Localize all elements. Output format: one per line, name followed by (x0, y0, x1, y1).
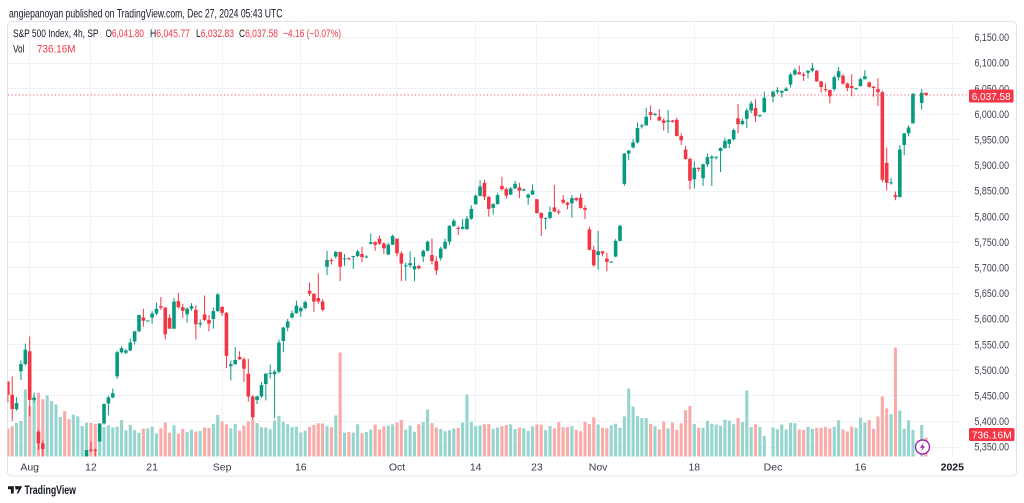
svg-text:5,600.00: 5,600.00 (975, 314, 1010, 326)
svg-text:5,500.00: 5,500.00 (975, 365, 1010, 377)
svg-text:21: 21 (146, 462, 158, 474)
svg-text:5,750.00: 5,750.00 (975, 237, 1010, 249)
svg-text:16: 16 (295, 462, 307, 474)
svg-text:2025: 2025 (941, 462, 965, 474)
svg-text:Dec: Dec (764, 462, 783, 474)
svg-text:736.16M: 736.16M (972, 429, 1012, 441)
svg-text:5,350.00: 5,350.00 (975, 442, 1010, 454)
svg-text:6,150.00: 6,150.00 (975, 32, 1010, 44)
svg-text:6,000.00: 6,000.00 (975, 109, 1010, 121)
svg-text:angiepanoyan published on Trad: angiepanoyan published on TradingView.co… (9, 7, 283, 21)
svg-text:6,100.00: 6,100.00 (975, 58, 1010, 70)
svg-text:18: 18 (688, 462, 700, 474)
svg-text:−4.16 (−0.07%): −4.16 (−0.07%) (283, 28, 341, 40)
svg-text:5,850.00: 5,850.00 (975, 186, 1010, 198)
svg-text:5,400.00: 5,400.00 (975, 416, 1010, 428)
svg-text:736.16M: 736.16M (37, 43, 76, 55)
svg-text:23: 23 (531, 462, 543, 474)
svg-text:Oct: Oct (389, 462, 405, 474)
svg-text:Sep: Sep (213, 462, 232, 474)
svg-text:5,550.00: 5,550.00 (975, 339, 1010, 351)
svg-text:5,650.00: 5,650.00 (975, 288, 1010, 300)
svg-text:16: 16 (855, 462, 867, 474)
svg-text:5,900.00: 5,900.00 (975, 160, 1010, 172)
svg-text:12: 12 (85, 462, 97, 474)
svg-text:S&P 500 Index, 4h, SP: S&P 500 Index, 4h, SP (13, 28, 99, 40)
svg-text:L6,032.83: L6,032.83 (196, 28, 234, 40)
svg-text:Aug: Aug (20, 462, 39, 474)
svg-text:O6,041.80: O6,041.80 (106, 28, 145, 40)
svg-text:H6,045.77: H6,045.77 (150, 28, 190, 40)
svg-text:Vol: Vol (13, 43, 25, 55)
svg-text:TradingView: TradingView (25, 485, 77, 497)
svg-text:5,950.00: 5,950.00 (975, 135, 1010, 147)
svg-text:Nov: Nov (589, 462, 608, 474)
svg-text:5,450.00: 5,450.00 (975, 391, 1010, 403)
svg-text:5,700.00: 5,700.00 (975, 263, 1010, 275)
svg-text:C6,037.58: C6,037.58 (239, 28, 278, 40)
svg-text:5,800.00: 5,800.00 (975, 211, 1010, 223)
svg-text:14: 14 (470, 462, 482, 474)
svg-text:6,037.58: 6,037.58 (972, 91, 1011, 103)
